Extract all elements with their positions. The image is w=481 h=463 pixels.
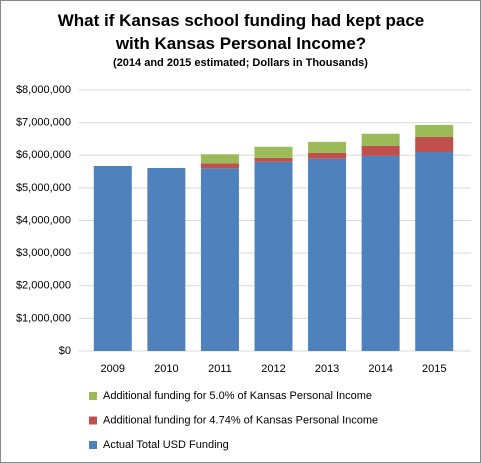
bar-segment — [200, 163, 239, 169]
x-tick-label: 2013 — [315, 363, 339, 375]
y-tick-label: $7,000,000 — [16, 117, 71, 129]
legend-label: Additional funding for 5.0% of Kansas Pe… — [103, 390, 372, 402]
bar-segment — [415, 151, 454, 351]
legend-label: Additional funding for 4.74% of Kansas P… — [103, 414, 378, 426]
chart-title: What if Kansas school funding had kept p… — [57, 11, 425, 53]
legend-label: Actual Total USD Funding — [103, 439, 229, 451]
bar-segment — [308, 152, 347, 159]
x-tick-label: 2015 — [422, 363, 446, 375]
y-tick-label: $2,000,000 — [16, 280, 71, 292]
bar-segment — [415, 124, 454, 137]
bar-segment — [200, 168, 239, 351]
chart-subtitle: (2014 and 2015 estimated; Dollars in Tho… — [113, 57, 368, 69]
bar-segment — [93, 166, 132, 351]
legend-swatch — [89, 416, 97, 425]
x-tick-label: 2012 — [261, 363, 285, 375]
y-tick-label: $6,000,000 — [16, 149, 71, 161]
y-tick-label: $0 — [59, 345, 71, 357]
x-tick-label: 2009 — [101, 363, 125, 375]
bar-segment — [361, 133, 400, 146]
bar-segment — [200, 154, 239, 164]
legend-swatch — [89, 392, 97, 400]
bar-segment — [254, 146, 293, 158]
y-tick-label: $4,000,000 — [16, 214, 71, 226]
y-tick-label: $5,000,000 — [16, 182, 71, 194]
y-tick-label: $1,000,000 — [16, 312, 71, 324]
bar-segment — [361, 145, 400, 156]
bar-segment — [415, 136, 454, 152]
bar-segment — [361, 155, 400, 351]
bar-segment — [147, 167, 186, 351]
y-tick-label: $8,000,000 — [16, 84, 71, 96]
bar-segment — [308, 141, 347, 153]
x-tick-label: 2010 — [154, 363, 178, 375]
bar-segment — [254, 157, 293, 162]
bar-segment — [308, 158, 347, 351]
x-tick-label: 2011 — [208, 363, 232, 375]
legend-swatch — [89, 441, 97, 449]
x-tick-label: 2014 — [368, 363, 392, 375]
y-tick-label: $3,000,000 — [16, 247, 71, 259]
bar-segment — [254, 161, 293, 351]
